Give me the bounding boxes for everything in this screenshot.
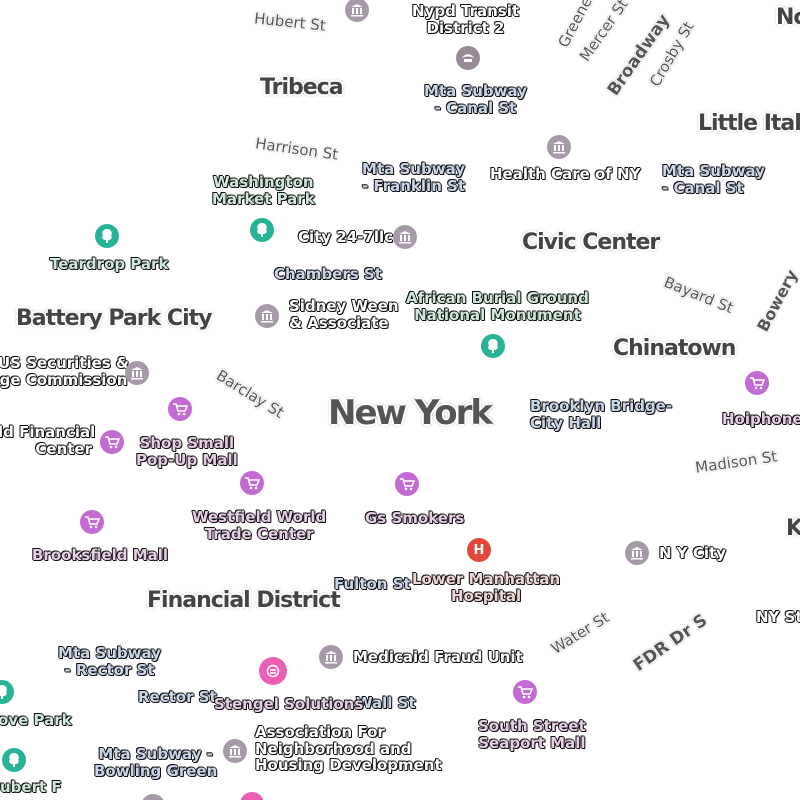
- park-tree-icon[interactable]: [2, 748, 26, 772]
- service-office-icon[interactable]: [240, 792, 264, 800]
- shopping-cart-icon[interactable]: [240, 471, 264, 495]
- street-label-fdr: FDR Dr S: [629, 610, 712, 676]
- poi-label-mta-franklin[interactable]: Mta Subway - Franklin St: [362, 160, 466, 195]
- poi-label-african-burial[interactable]: African Burial Ground National Monument: [406, 289, 589, 324]
- government-building-icon[interactable]: [125, 361, 149, 385]
- shopping-cart-icon[interactable]: [513, 680, 537, 704]
- poi-label-medicaid[interactable]: Medicaid Fraud Unit: [353, 648, 523, 666]
- area-label-tribeca: Tribeca: [260, 75, 344, 100]
- street-label-hubert-bottom: ubert F: [0, 778, 62, 796]
- poi-label-city-247[interactable]: City 24-7llc: [298, 228, 394, 246]
- poi-label-grove-park[interactable]: ove Park: [0, 711, 72, 729]
- poi-label-ny-city[interactable]: N Y City: [659, 544, 726, 562]
- poi-label-hoiphone[interactable]: Hoiphone: [722, 410, 800, 428]
- poi-label-us-securities[interactable]: US Securities & ge Commission: [0, 354, 130, 389]
- transit-police-icon[interactable]: [456, 46, 480, 70]
- area-label-little-italy: Little Italy: [698, 111, 800, 136]
- poi-label-nypd-transit[interactable]: Nypd Transit District 2: [412, 2, 520, 37]
- area-label-partial-top: Nc: [776, 5, 800, 30]
- street-label-wall: Wall St: [356, 694, 416, 712]
- poi-label-association[interactable]: Association For Neighborhood and Housing…: [255, 723, 442, 774]
- street-label-bayard: Bayard St: [661, 272, 736, 318]
- street-label-harrison: Harrison St: [254, 134, 340, 164]
- shopping-cart-icon[interactable]: [745, 371, 769, 395]
- shopping-cart-icon[interactable]: [80, 510, 104, 534]
- government-building-icon[interactable]: [625, 541, 649, 565]
- area-label-financial-district: Financial District: [147, 588, 341, 613]
- park-tree-icon[interactable]: [95, 224, 119, 248]
- street-label-fulton: Fulton St: [334, 575, 411, 593]
- poi-label-shop-small[interactable]: Shop Small Pop-Up Mall: [136, 434, 238, 469]
- hospital-icon[interactable]: H: [467, 538, 491, 562]
- park-tree-icon[interactable]: [481, 334, 505, 358]
- poi-label-health-care[interactable]: Health Care of NY: [490, 165, 641, 183]
- shopping-cart-icon[interactable]: [395, 472, 419, 496]
- government-building-icon[interactable]: [141, 794, 165, 800]
- poi-label-stengel[interactable]: Stengel Solutions: [214, 695, 364, 713]
- area-label-civic-center: Civic Center: [522, 230, 660, 255]
- government-building-icon[interactable]: [345, 0, 369, 22]
- area-label-chinatown: Chinatown: [613, 336, 736, 361]
- poi-label-gs-smokers[interactable]: Gs Smokers: [365, 509, 465, 527]
- service-office-icon[interactable]: [259, 657, 287, 685]
- poi-label-lower-manhattan[interactable]: Lower Manhattan Hospital: [412, 570, 561, 605]
- poi-label-south-street[interactable]: South Street Seaport Mall: [478, 717, 586, 752]
- poi-label-mta-canal-2[interactable]: Mta Subway - Canal St: [662, 162, 765, 197]
- shopping-cart-icon[interactable]: [168, 397, 192, 421]
- city-label-new-york: New York: [328, 393, 493, 433]
- poi-label-mta-canal-1[interactable]: Mta Subway - Canal St: [424, 82, 527, 117]
- street-label-hubert: Hubert St: [253, 9, 327, 35]
- park-tree-icon[interactable]: [250, 218, 274, 242]
- poi-label-world-financial[interactable]: ld Financial Center: [0, 423, 96, 458]
- government-building-icon[interactable]: [255, 304, 279, 328]
- poi-label-teardrop[interactable]: Teardrop Park: [50, 255, 169, 273]
- poi-label-mta-rector[interactable]: Mta Subway - Rector St: [58, 644, 161, 679]
- street-label-ny-state: NY Sta: [756, 608, 800, 626]
- poi-label-mta-bowling[interactable]: Mta Subway - Bowling Green: [94, 745, 218, 780]
- shopping-cart-icon[interactable]: [100, 430, 124, 454]
- poi-label-westfield[interactable]: Westfield World Trade Center: [192, 508, 327, 543]
- area-label-battery-park-city: Battery Park City: [16, 306, 212, 331]
- street-label-water: Water St: [547, 608, 613, 658]
- street-label-madison: Madison St: [694, 447, 779, 477]
- poi-label-sidney-ween[interactable]: Sidney Ween & Associate: [289, 297, 399, 332]
- poi-label-brooklyn-bridge[interactable]: Brooklyn Bridge- City Hall: [530, 397, 673, 432]
- street-label-rector: Rector St: [138, 688, 217, 706]
- street-label-chambers: Chambers St: [274, 265, 382, 283]
- government-building-icon[interactable]: [223, 739, 247, 763]
- poi-label-brooksfield[interactable]: Brooksfield Mall: [32, 546, 169, 564]
- street-label-bowery: Bowery: [753, 266, 800, 335]
- poi-label-washington-market[interactable]: Washington Market Park: [212, 173, 315, 208]
- street-label-barclay: Barclay St: [213, 366, 288, 422]
- park-tree-icon[interactable]: [0, 680, 14, 704]
- government-building-icon[interactable]: [547, 135, 571, 159]
- government-building-icon[interactable]: [393, 225, 417, 249]
- government-building-icon[interactable]: [319, 645, 343, 669]
- area-label-partial-right: K: [786, 516, 800, 541]
